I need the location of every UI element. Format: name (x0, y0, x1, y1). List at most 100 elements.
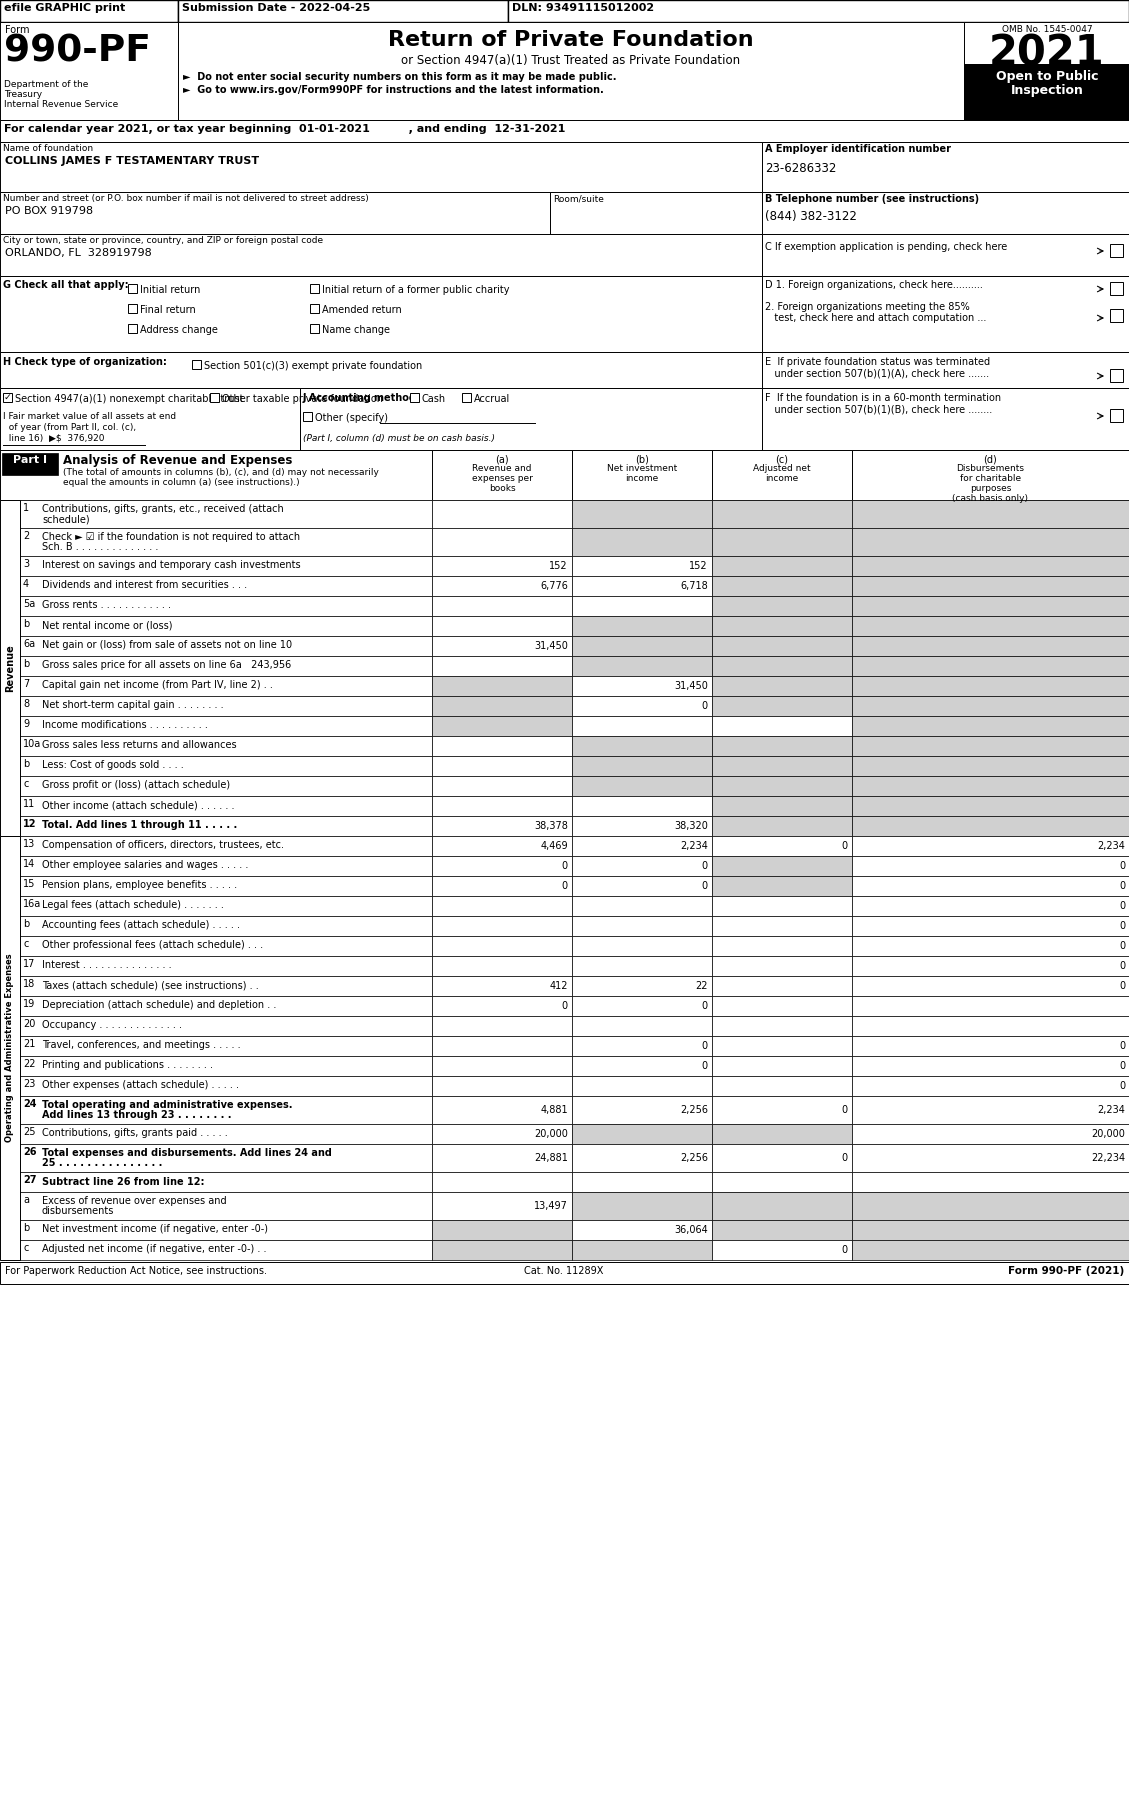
Text: b: b (23, 660, 29, 669)
Text: 22: 22 (695, 982, 708, 991)
Text: of year (from Part II, col. (c),: of year (from Part II, col. (c), (3, 423, 137, 432)
Text: b: b (23, 759, 29, 770)
Bar (852, 500, 1129, 529)
Bar (572, 575, 712, 595)
Text: Total expenses and disbursements. Add lines 24 and: Total expenses and disbursements. Add li… (42, 1147, 332, 1158)
Text: Submission Date - 2022-04-25: Submission Date - 2022-04-25 (182, 4, 370, 13)
Bar (712, 1172, 852, 1192)
Text: 31,450: 31,450 (674, 681, 708, 690)
Text: Initial return: Initial return (140, 286, 200, 295)
Bar (572, 976, 712, 996)
Text: 0: 0 (1119, 921, 1124, 931)
Bar (712, 1192, 852, 1221)
Bar (852, 1192, 1129, 1221)
Bar (712, 450, 852, 500)
Bar (462, 394, 471, 403)
Text: 0: 0 (562, 861, 568, 870)
Bar (712, 915, 852, 937)
Bar (20, 676, 432, 696)
Text: 6,718: 6,718 (681, 581, 708, 592)
Bar (20, 1241, 432, 1260)
Text: 0: 0 (562, 881, 568, 892)
Bar (310, 304, 320, 313)
Bar (572, 1075, 712, 1097)
Bar (852, 595, 1129, 617)
Bar (712, 1036, 852, 1055)
Bar (0, 277, 762, 352)
Bar (432, 1075, 572, 1097)
Bar (432, 735, 572, 755)
Bar (572, 1192, 712, 1221)
Text: Number and street (or P.O. box number if mail is not delivered to street address: Number and street (or P.O. box number if… (3, 194, 369, 203)
Text: A Employer identification number: A Employer identification number (765, 144, 951, 155)
Bar (20, 1036, 432, 1055)
Text: c: c (23, 779, 28, 789)
Text: 4,881: 4,881 (541, 1106, 568, 1115)
Text: Compensation of officers, directors, trustees, etc.: Compensation of officers, directors, tru… (42, 840, 285, 850)
Text: Printing and publications . . . . . . . .: Printing and publications . . . . . . . … (42, 1061, 213, 1070)
Text: Pension plans, employee benefits . . . . .: Pension plans, employee benefits . . . .… (42, 879, 237, 890)
Text: 0: 0 (702, 701, 708, 710)
Text: 13: 13 (23, 840, 35, 849)
Text: b: b (23, 919, 29, 930)
Bar (432, 777, 572, 797)
Bar (572, 797, 712, 816)
Bar (2, 453, 58, 475)
Bar (432, 996, 572, 1016)
Text: Net investment: Net investment (607, 464, 677, 473)
Text: 0: 0 (702, 881, 708, 892)
Text: Legal fees (attach schedule) . . . . . . .: Legal fees (attach schedule) . . . . . .… (42, 901, 224, 910)
Text: Sch. B . . . . . . . . . . . . . .: Sch. B . . . . . . . . . . . . . . (42, 541, 158, 552)
Text: books: books (489, 484, 515, 493)
Bar (572, 1097, 712, 1124)
Bar (20, 895, 432, 915)
Text: 20: 20 (23, 1019, 35, 1028)
Bar (432, 1036, 572, 1055)
Bar (572, 996, 712, 1016)
Text: purposes: purposes (970, 484, 1012, 493)
Bar (712, 797, 852, 816)
Text: Initial return of a former public charity: Initial return of a former public charit… (322, 286, 509, 295)
Bar (712, 996, 852, 1016)
Text: For Paperwork Reduction Act Notice, see instructions.: For Paperwork Reduction Act Notice, see … (5, 1266, 266, 1277)
Bar (852, 836, 1129, 856)
Text: Income modifications . . . . . . . . . .: Income modifications . . . . . . . . . . (42, 719, 208, 730)
Text: 3: 3 (23, 559, 29, 568)
Bar (852, 1097, 1129, 1124)
Text: 412: 412 (550, 982, 568, 991)
Bar (432, 1172, 572, 1192)
Text: Analysis of Revenue and Expenses: Analysis of Revenue and Expenses (63, 455, 292, 467)
Bar (178, 0, 508, 22)
Text: Other taxable private foundation: Other taxable private foundation (222, 394, 383, 405)
Bar (128, 304, 137, 313)
Text: Disbursements: Disbursements (956, 464, 1024, 473)
Bar (852, 1172, 1129, 1192)
Text: 152: 152 (690, 561, 708, 572)
Bar (0, 1262, 1129, 1284)
Text: 6,776: 6,776 (540, 581, 568, 592)
Text: 19: 19 (23, 1000, 35, 1009)
Text: 36,064: 36,064 (674, 1224, 708, 1235)
Text: Gross sales price for all assets on line 6a   243,956: Gross sales price for all assets on line… (42, 660, 291, 671)
Text: Travel, conferences, and meetings . . . . .: Travel, conferences, and meetings . . . … (42, 1039, 240, 1050)
Bar (852, 656, 1129, 676)
Text: 990-PF: 990-PF (5, 34, 151, 70)
Bar (20, 1124, 432, 1144)
Bar (0, 836, 20, 1260)
Bar (20, 1172, 432, 1192)
Bar (712, 1016, 852, 1036)
Text: Section 501(c)(3) exempt private foundation: Section 501(c)(3) exempt private foundat… (204, 361, 422, 370)
Bar (852, 915, 1129, 937)
Text: City or town, state or province, country, and ZIP or foreign postal code: City or town, state or province, country… (3, 236, 323, 245)
Text: 23-6286332: 23-6286332 (765, 162, 837, 174)
Text: Return of Private Foundation: Return of Private Foundation (388, 31, 754, 50)
Bar (572, 1036, 712, 1055)
Text: Gross profit or (loss) (attach schedule): Gross profit or (loss) (attach schedule) (42, 780, 230, 789)
Text: efile GRAPHIC print: efile GRAPHIC print (5, 4, 125, 13)
Text: 0: 0 (1119, 1061, 1124, 1072)
Text: Occupancy . . . . . . . . . . . . . .: Occupancy . . . . . . . . . . . . . . (42, 1019, 182, 1030)
Bar (192, 360, 201, 369)
Bar (300, 388, 762, 450)
Bar (0, 0, 178, 22)
Text: Name of foundation: Name of foundation (3, 144, 93, 153)
